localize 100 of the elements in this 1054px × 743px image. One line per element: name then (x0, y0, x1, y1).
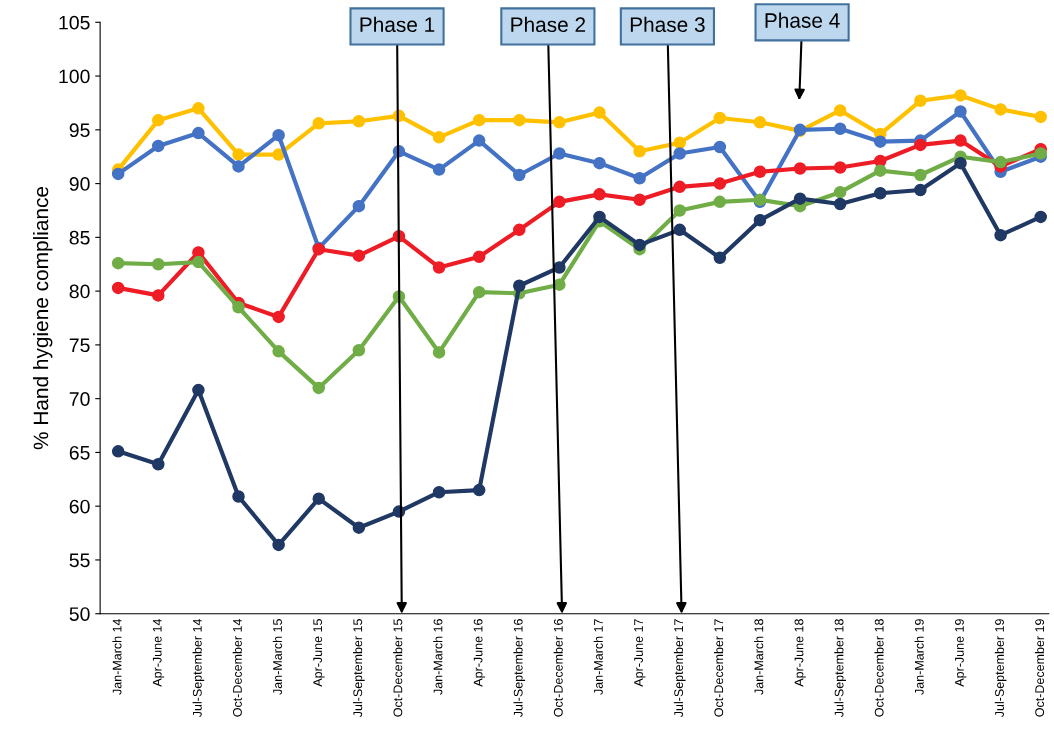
x-tick-label: Jul-September 18 (834, 619, 846, 718)
point (593, 156, 606, 170)
point (713, 140, 727, 154)
point (994, 155, 1007, 169)
point (593, 210, 606, 224)
point (513, 113, 526, 127)
point (192, 126, 205, 140)
point (352, 114, 366, 128)
point (553, 195, 566, 209)
point (954, 105, 967, 118)
x-tick-label: Apr-June 18 (794, 619, 806, 687)
point (954, 134, 967, 147)
annotation: Phase 4 (765, 12, 840, 28)
point (1034, 210, 1047, 224)
annotation: Phase 3 (630, 16, 705, 33)
point (352, 249, 366, 262)
point (432, 346, 446, 359)
point (472, 250, 486, 263)
point (593, 106, 606, 119)
point (954, 156, 967, 170)
x-tick-label: Apr-June 15 (313, 619, 325, 687)
point (272, 310, 285, 324)
y-axis-title: % Hand hygiene compliance (32, 186, 53, 450)
point (713, 177, 727, 190)
point (111, 281, 125, 295)
point (833, 185, 847, 199)
point (914, 168, 927, 182)
x-tick-label: Jan-March 17 (593, 619, 603, 695)
x-tick-label: Jul-September 19 (994, 619, 1007, 718)
point (152, 113, 165, 127)
point (753, 165, 767, 179)
x-tick-label: Oct-December 19 (1034, 619, 1045, 717)
x-tick-label: Oct-December 17 (714, 619, 724, 717)
point (553, 147, 566, 160)
x-tick-label: Jan-March 14 (112, 618, 122, 695)
point (472, 113, 486, 127)
point (874, 164, 887, 177)
point (874, 135, 887, 148)
y-tick-label: 85 (69, 230, 90, 245)
point (633, 171, 646, 185)
point (753, 116, 767, 129)
point (432, 261, 446, 274)
point (232, 490, 245, 503)
point (472, 285, 486, 299)
point (753, 213, 767, 227)
point (673, 223, 686, 237)
point (192, 102, 205, 115)
point (272, 128, 285, 142)
annotation: Phase 2 (511, 16, 586, 33)
point (152, 257, 165, 271)
point (914, 138, 927, 152)
point (713, 251, 727, 265)
x-tick-label: Jul-September 17 (673, 619, 686, 718)
point (833, 104, 847, 117)
y-tick-label: 100 (59, 69, 90, 84)
point (713, 111, 727, 125)
point (914, 94, 927, 108)
point (833, 122, 847, 135)
point (312, 117, 325, 130)
point (272, 345, 285, 358)
x-tick-label: Jan-March 15 (272, 619, 282, 695)
x-tick-label: Jan-March 18 (754, 619, 764, 695)
point (111, 445, 125, 458)
point (874, 187, 887, 200)
point (312, 492, 325, 505)
point (513, 279, 526, 292)
point (593, 188, 606, 201)
point (673, 180, 686, 194)
point (513, 168, 526, 182)
y-tick-label: 95 (69, 123, 90, 138)
point (553, 116, 566, 129)
point (954, 89, 967, 102)
point (833, 161, 847, 174)
y-tick-label: 65 (69, 445, 90, 460)
point (673, 204, 686, 217)
point (793, 192, 807, 205)
point (152, 289, 165, 302)
point (432, 485, 446, 499)
point (432, 131, 446, 144)
y-tick-label: 75 (69, 338, 90, 353)
y-tick-label: 50 (69, 607, 90, 621)
point (432, 163, 446, 176)
x-tick-label: Apr-June 14 (152, 618, 165, 687)
point (232, 160, 245, 173)
x-tick-label: Oct-December 18 (874, 619, 884, 717)
point (192, 255, 205, 269)
point (673, 136, 686, 149)
point (352, 521, 366, 534)
point (272, 538, 285, 552)
point (673, 147, 686, 160)
y-tick-label: 70 (69, 392, 90, 406)
point (472, 483, 486, 497)
point (833, 197, 847, 211)
y-tick-label: 80 (69, 284, 90, 299)
x-tick-label: Jan-March 16 (433, 619, 443, 695)
point (994, 103, 1007, 116)
point (111, 167, 125, 181)
point (1034, 110, 1047, 124)
x-tick-label: Apr-June 16 (473, 619, 485, 687)
point (352, 199, 366, 213)
